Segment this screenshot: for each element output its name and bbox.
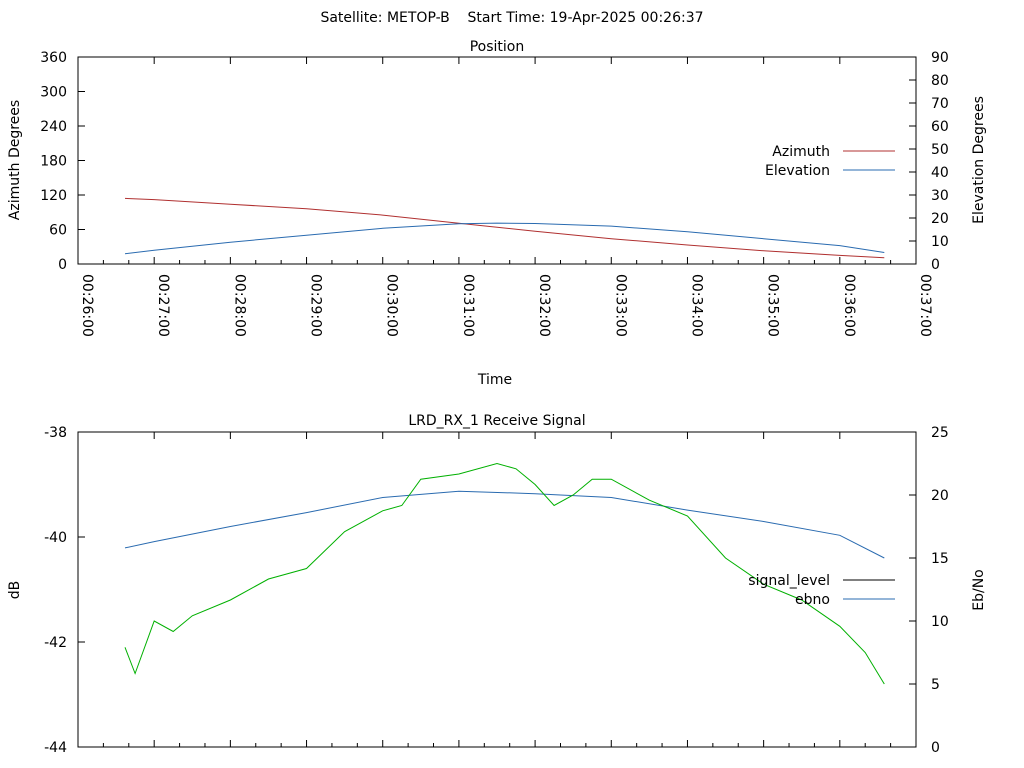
y-tick-label: 300 — [40, 85, 67, 101]
y-tick-label: 0 — [58, 257, 67, 273]
y2-tick-label: 25 — [931, 425, 949, 441]
y2-tick-label: 50 — [931, 142, 949, 158]
x-tick-label: 00:36:00 — [841, 274, 857, 337]
signal-panel-title: LRD_RX_1 Receive Signal — [408, 413, 585, 429]
x-tick-label: 00:33:00 — [612, 274, 628, 337]
y2-tick-label: 0 — [931, 740, 940, 756]
y2-tick-label: 90 — [931, 50, 949, 66]
y-tick-label: -42 — [44, 635, 67, 651]
y2-tick-label: 20 — [931, 211, 949, 227]
y2-tick-label: 40 — [931, 165, 949, 181]
position-panel-title: Position — [470, 39, 525, 55]
db-axis-label: dB — [7, 581, 23, 600]
series-line-unnamed-2 — [124, 462, 885, 685]
y2-tick-label: 20 — [931, 488, 949, 504]
db-ticks: -38 -40 -42 -44 — [44, 425, 85, 756]
position-panel: Position Azimuth Degrees Elevation Degre… — [7, 39, 987, 388]
y2-tick-label: 30 — [931, 188, 949, 204]
y-tick-label: 60 — [49, 223, 67, 239]
legend-azimuth-label: Azimuth — [772, 144, 830, 160]
series-line-Elevation — [124, 222, 885, 255]
time-axis-label: Time — [477, 372, 512, 388]
y2-tick-label: 15 — [931, 551, 949, 567]
x-tick-label: 00:28:00 — [231, 274, 247, 337]
position-legend: Azimuth Elevation — [765, 144, 895, 179]
x-tick-label: 00:27:00 — [155, 274, 171, 337]
x-tick-label: 00:31:00 — [460, 274, 476, 337]
series-line-ebno — [124, 490, 885, 559]
x-tick-label: 00:37:00 — [917, 274, 933, 337]
y2-tick-label: 60 — [931, 119, 949, 135]
chart-main-title: Satellite: METOP-B Start Time: 19-Apr-20… — [320, 10, 703, 26]
signal-series — [124, 462, 885, 685]
y2-tick-label: 80 — [931, 73, 949, 89]
ebno-ticks: 25 20 15 10 5 0 — [909, 425, 949, 756]
series-line-Azimuth — [124, 197, 885, 259]
azimuth-ticks: 0 60 120 180 240 300 360 — [40, 50, 85, 273]
x-tick-label: 00:30:00 — [384, 274, 400, 337]
x-tick-label: 00:29:00 — [308, 274, 324, 337]
signal-panel: LRD_RX_1 Receive Signal dB Eb/No -38-40-… — [7, 413, 987, 756]
x-tick-label: 00:32:00 — [536, 274, 552, 337]
y-tick-label: 120 — [40, 188, 67, 204]
y-tick-label: 180 — [40, 154, 67, 170]
y2-tick-label: 10 — [931, 614, 949, 630]
ebno-axis-label: Eb/No — [971, 569, 987, 611]
x-tick-label: 00:34:00 — [688, 274, 704, 337]
position-plot-frame — [77, 56, 917, 265]
time-ticks: 00:26:00 00:27:00 00:28:00 00:29:00 00:30:00… — [77, 57, 933, 337]
x-tick-label: 00:35:00 — [765, 274, 781, 337]
y-tick-label: -38 — [44, 425, 67, 441]
azimuth-axis-label: Azimuth Degrees — [7, 100, 23, 220]
legend-elevation-label: Elevation — [765, 163, 830, 179]
elevation-axis-label: Elevation Degrees — [971, 96, 987, 224]
elevation-ticks: 0 10 20 30 40 50 60 70 80 90 — [909, 50, 949, 273]
y-tick-label: 240 — [40, 119, 67, 135]
y-tick-label: -44 — [44, 740, 67, 756]
signal-time-ticks — [77, 432, 917, 747]
signal-plot-frame — [77, 431, 917, 748]
y2-tick-label: 10 — [931, 234, 949, 250]
legend-ebno-label: ebno — [795, 592, 830, 608]
x-tick-label: 00:26:00 — [79, 274, 95, 337]
legend-signal-level-label: signal_level — [748, 573, 830, 589]
y2-tick-label: 5 — [931, 677, 940, 693]
position-series — [124, 197, 885, 259]
y2-tick-label: 70 — [931, 96, 949, 112]
y-tick-label: -40 — [44, 530, 67, 546]
y-tick-label: 360 — [40, 50, 67, 66]
y2-tick-label: 0 — [931, 257, 940, 273]
signal-legend: signal_level ebno — [748, 573, 895, 608]
